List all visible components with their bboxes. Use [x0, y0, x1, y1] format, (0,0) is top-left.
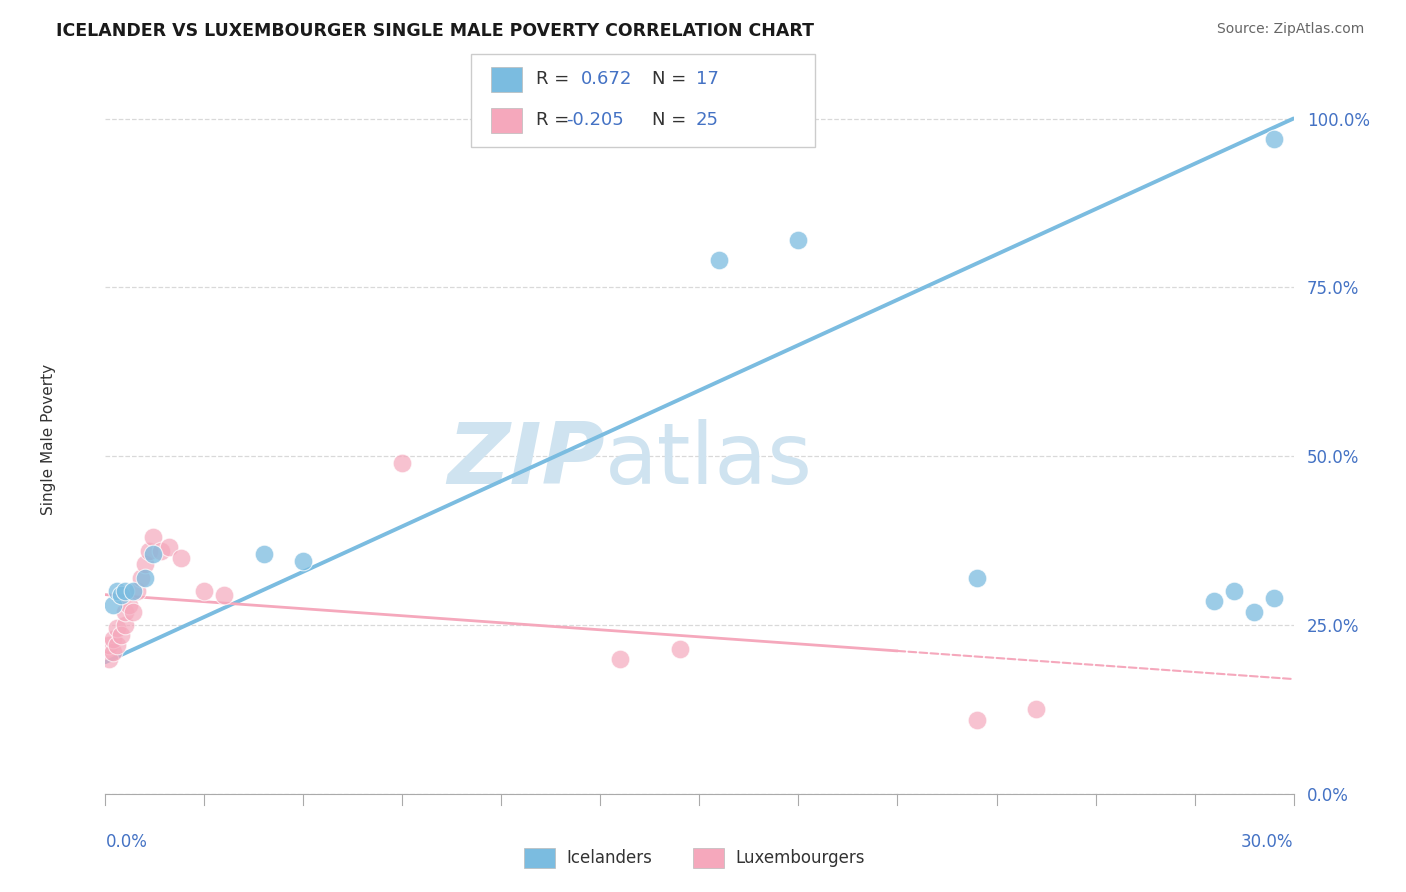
- Point: [1263, 591, 1285, 605]
- Text: 25: 25: [696, 112, 718, 129]
- Point: [103, 632, 125, 646]
- Point: [98, 638, 121, 652]
- Point: [105, 584, 128, 599]
- Text: ICELANDER VS LUXEMBOURGER SINGLE MALE POVERTY CORRELATION CHART: ICELANDER VS LUXEMBOURGER SINGLE MALE PO…: [56, 22, 814, 40]
- Point: [118, 598, 141, 612]
- Text: ZIP: ZIP: [447, 419, 605, 502]
- Point: [98, 652, 121, 666]
- Point: [149, 543, 172, 558]
- Point: [214, 588, 236, 602]
- Point: [170, 550, 193, 565]
- Point: [142, 547, 165, 561]
- Point: [105, 638, 128, 652]
- Point: [129, 571, 152, 585]
- Point: [110, 588, 132, 602]
- Point: [103, 598, 125, 612]
- Point: [668, 641, 690, 656]
- Text: Single Male Poverty: Single Male Poverty: [41, 364, 56, 515]
- Text: 0.0%: 0.0%: [105, 833, 148, 851]
- Point: [105, 622, 128, 636]
- Text: Source: ZipAtlas.com: Source: ZipAtlas.com: [1216, 22, 1364, 37]
- Text: N =: N =: [652, 70, 686, 88]
- Text: atlas: atlas: [605, 419, 813, 502]
- Point: [127, 584, 149, 599]
- Text: 30.0%: 30.0%: [1241, 833, 1294, 851]
- Point: [1204, 594, 1226, 608]
- Point: [1223, 584, 1246, 599]
- Point: [1025, 702, 1047, 716]
- Point: [114, 584, 136, 599]
- Point: [114, 618, 136, 632]
- Text: N =: N =: [652, 112, 686, 129]
- Point: [103, 645, 125, 659]
- Point: [709, 253, 731, 268]
- Text: Luxembourgers: Luxembourgers: [735, 849, 865, 867]
- Text: -0.205: -0.205: [567, 112, 624, 129]
- Point: [142, 530, 165, 544]
- Point: [193, 584, 215, 599]
- Point: [966, 571, 988, 585]
- Point: [966, 713, 988, 727]
- Point: [122, 605, 145, 619]
- Point: [134, 571, 156, 585]
- Point: [157, 541, 180, 555]
- Text: 17: 17: [696, 70, 718, 88]
- Point: [110, 628, 132, 642]
- Point: [114, 605, 136, 619]
- Point: [787, 233, 810, 247]
- Point: [138, 543, 160, 558]
- Point: [609, 652, 631, 666]
- Point: [292, 554, 315, 568]
- Point: [122, 584, 145, 599]
- Point: [391, 456, 413, 470]
- Point: [134, 558, 156, 572]
- Text: Icelanders: Icelanders: [567, 849, 652, 867]
- Text: 0.672: 0.672: [581, 70, 633, 88]
- Text: R =: R =: [536, 70, 569, 88]
- Point: [253, 547, 276, 561]
- Text: R =: R =: [536, 112, 569, 129]
- Point: [1263, 132, 1285, 146]
- Point: [1243, 605, 1265, 619]
